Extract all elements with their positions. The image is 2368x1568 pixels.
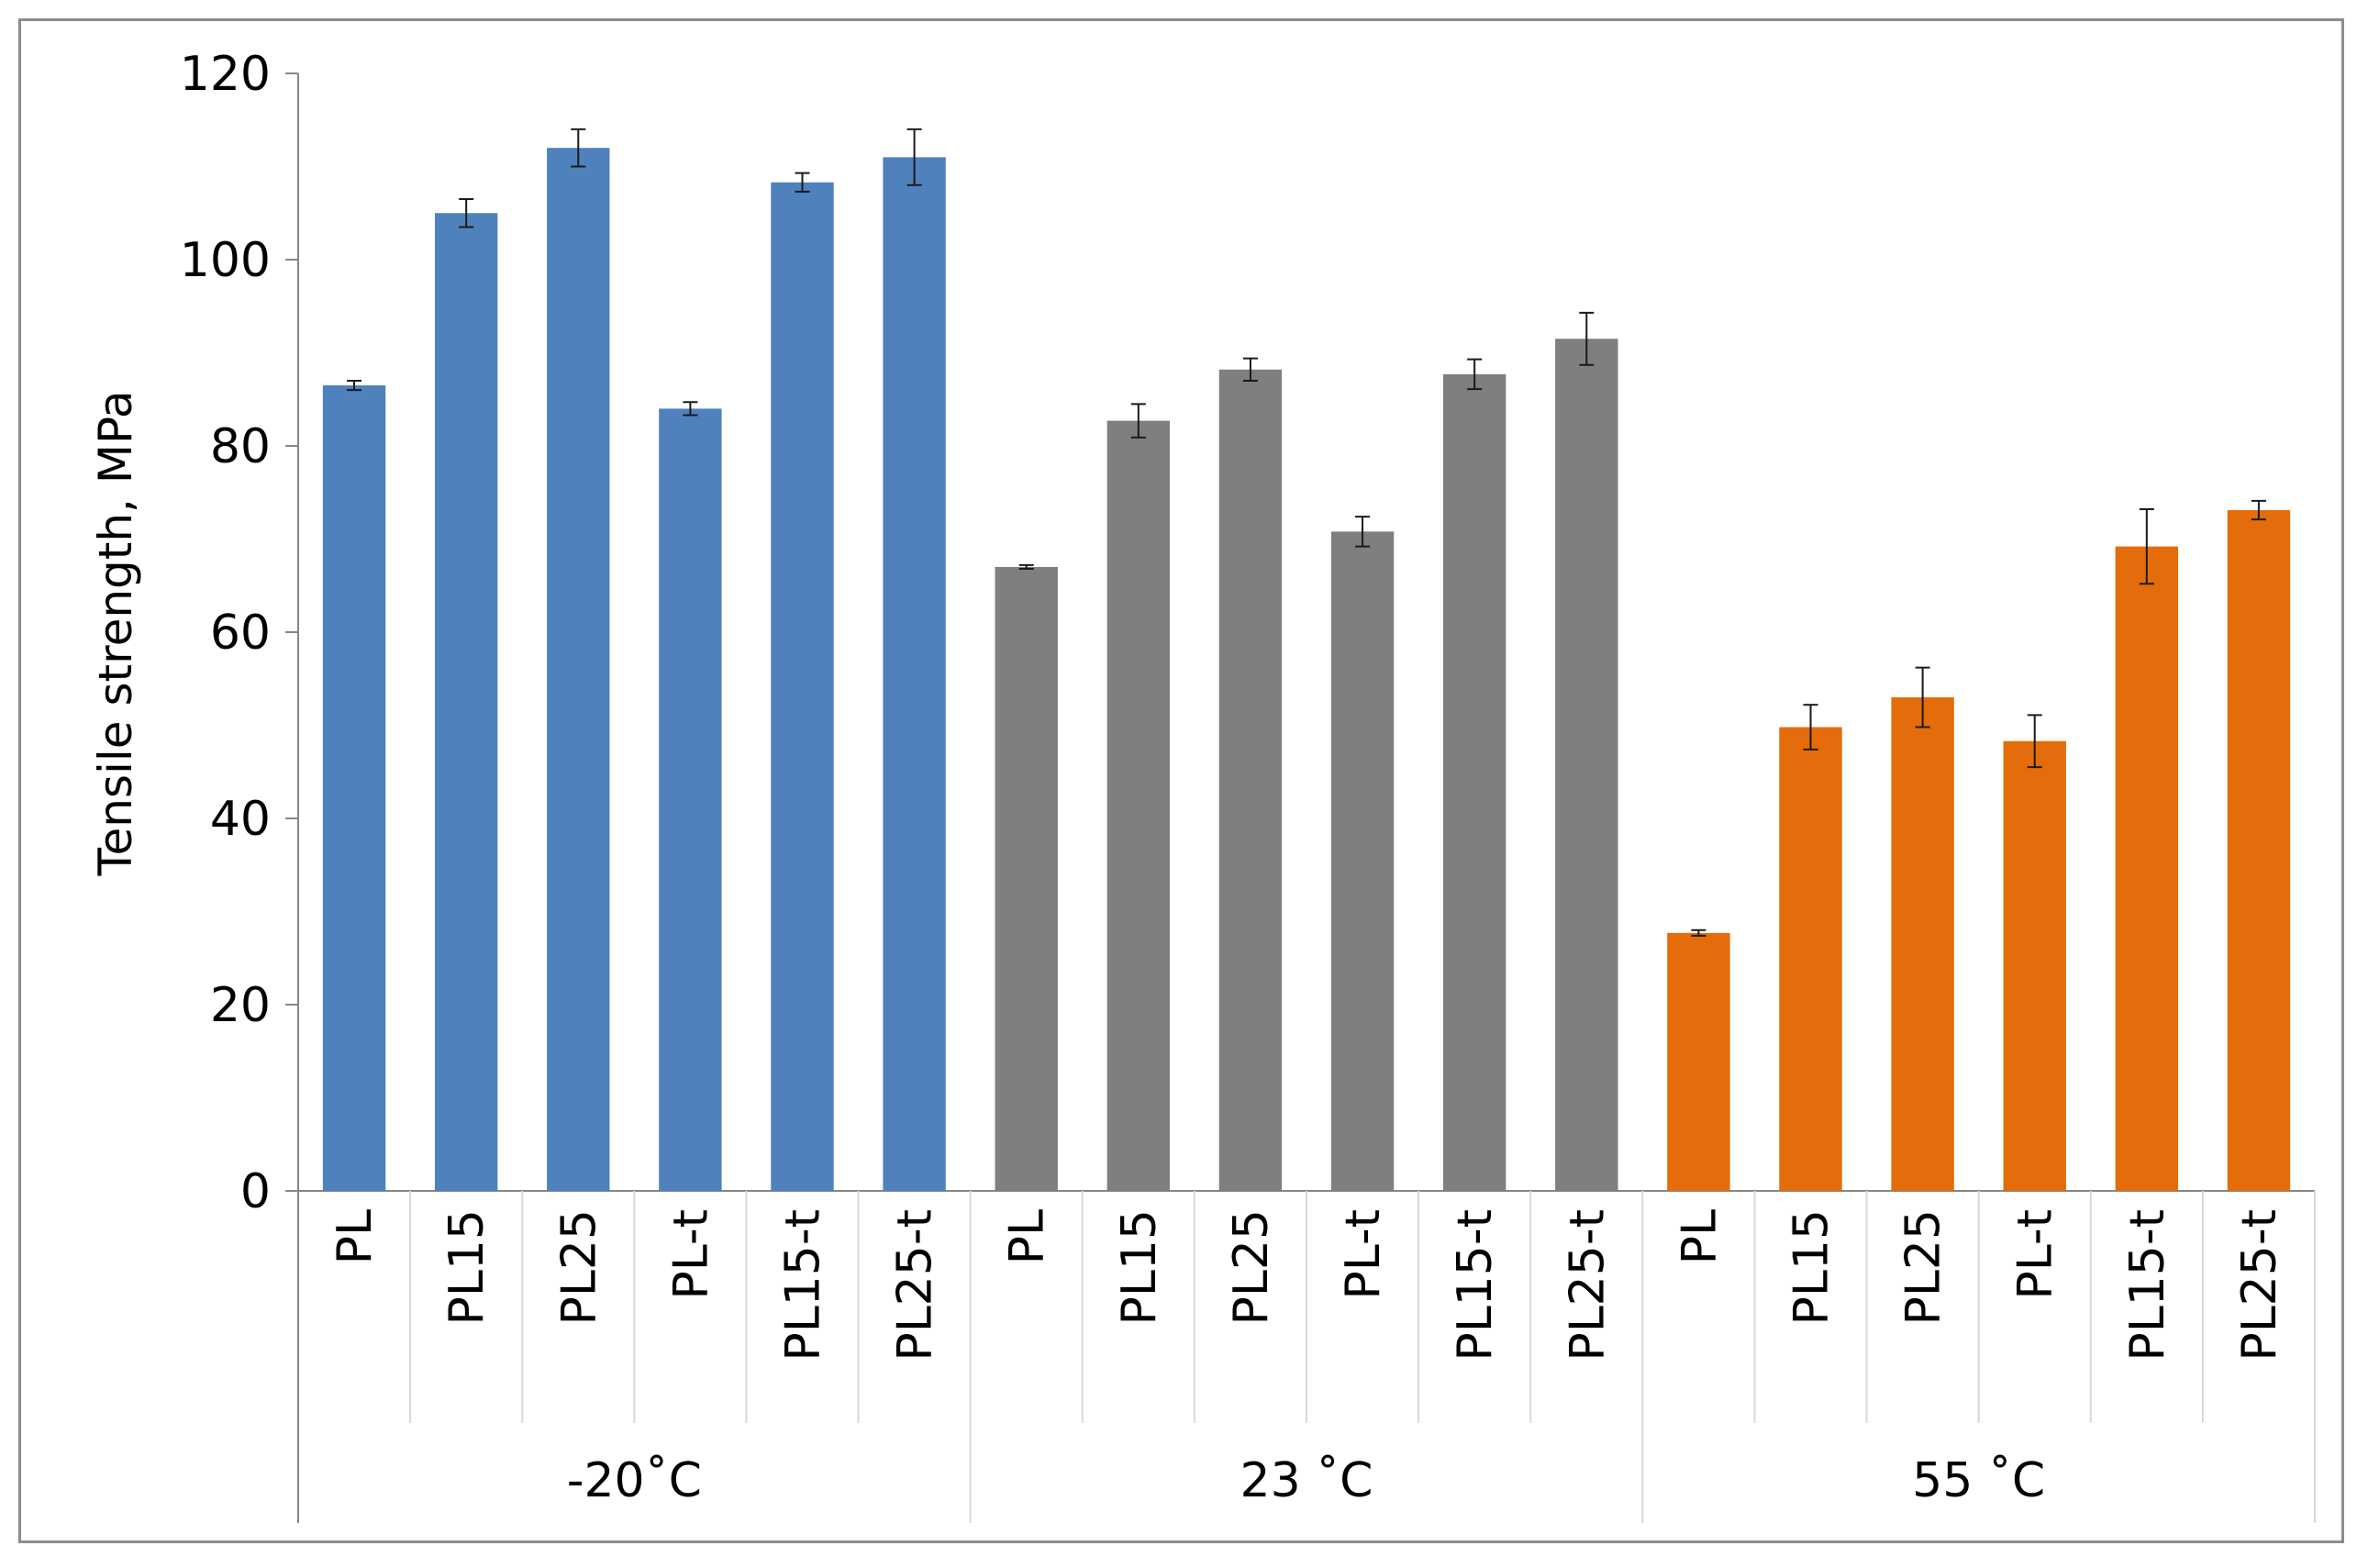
y-tick-label: 0: [240, 1164, 271, 1219]
bar: [2227, 510, 2291, 1191]
category-label: PL15: [1784, 1209, 1840, 1326]
bar: [1442, 373, 1506, 1192]
bar: [547, 148, 610, 1192]
bar: [659, 408, 722, 1191]
y-tick-label: 40: [210, 792, 271, 847]
bar: [1779, 727, 1842, 1191]
category-label: PL25-t: [2232, 1209, 2287, 1362]
bar: [883, 157, 946, 1192]
category-label: PL15: [1112, 1209, 1167, 1326]
category-label: PL25: [551, 1209, 606, 1326]
category-label: PL25-t: [888, 1209, 943, 1362]
bar: [1667, 932, 1730, 1191]
category-label: PL: [1000, 1209, 1055, 1264]
category-label: PL15: [439, 1209, 495, 1326]
group-label: -20˚C: [567, 1453, 702, 1508]
bar: [1555, 339, 1618, 1191]
category-label: PL-t: [663, 1209, 718, 1300]
y-tick-label: 20: [210, 978, 271, 1033]
category-label: PL15-t: [2120, 1209, 2175, 1362]
bars: [322, 128, 2291, 1192]
chart-frame: 0 20 40 60 80 100 120 PL PL15 PL25 PL-t PL15-t PL25-…: [18, 18, 2344, 1543]
bar: [434, 213, 498, 1191]
bar: [771, 182, 834, 1191]
group-label: 23 ˚C: [1240, 1453, 1373, 1508]
bar: [1330, 531, 1395, 1191]
y-tick-label: 120: [180, 47, 271, 102]
bar: [322, 385, 386, 1191]
category-label: PL-t: [2008, 1209, 2063, 1300]
y-tick-label: 100: [180, 233, 271, 288]
y-tick-label: 60: [210, 606, 271, 661]
category-label: PL15-t: [1448, 1209, 1503, 1362]
category-label: PL-t: [1336, 1209, 1391, 1300]
category-label: PL: [328, 1209, 383, 1264]
bar: [1218, 369, 1283, 1191]
y-tick-label: 80: [210, 419, 271, 474]
y-axis-title: Tensile strength, MPa: [89, 390, 142, 876]
bar: [995, 566, 1058, 1191]
category-label: PL25: [1896, 1209, 1951, 1326]
category-label: PL25: [1224, 1209, 1279, 1326]
bar: [1891, 697, 1954, 1191]
bar: [2115, 546, 2179, 1191]
bar: [1106, 420, 1171, 1192]
bar: [2003, 740, 2066, 1191]
category-label: PL15-t: [776, 1209, 831, 1362]
category-label: PL25-t: [1560, 1209, 1615, 1362]
group-label: 55 ˚C: [1912, 1453, 2045, 1508]
category-label: PL: [1672, 1209, 1727, 1264]
axes: [285, 72, 2316, 1523]
